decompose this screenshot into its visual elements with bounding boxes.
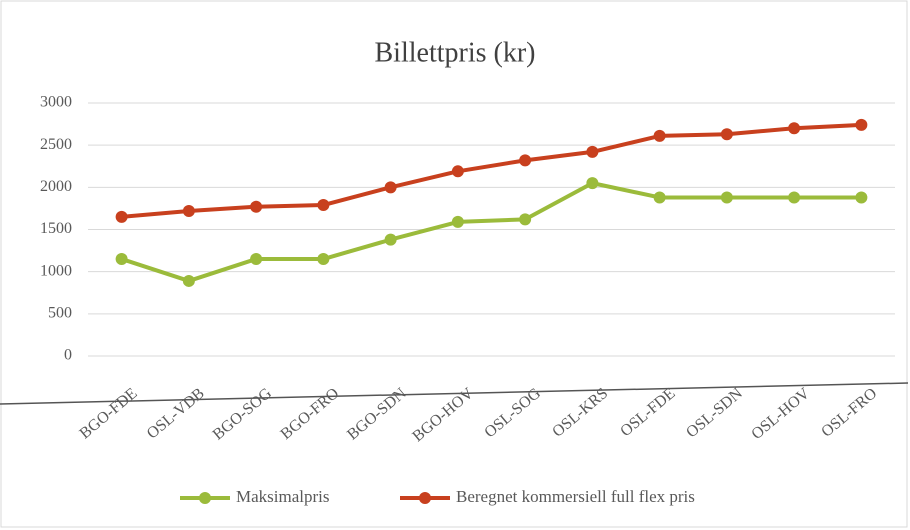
data-point [182, 204, 195, 217]
y-tick-label: 500 [48, 305, 72, 322]
data-point [519, 154, 532, 167]
data-point [855, 118, 868, 131]
data-point [182, 274, 195, 287]
legend-label: Maksimalpris [236, 487, 330, 506]
data-point [451, 165, 464, 178]
data-point [384, 181, 397, 194]
data-point [519, 213, 532, 226]
data-point [855, 191, 868, 204]
data-point [115, 253, 128, 266]
data-point [317, 199, 330, 212]
data-point [451, 215, 464, 228]
data-point [720, 191, 733, 204]
legend-marker [199, 492, 211, 504]
y-tick-label: 1500 [40, 220, 72, 237]
y-tick-label: 3000 [40, 94, 72, 111]
series-line [121, 122, 862, 219]
x-axis [0, 382, 909, 405]
data-point [586, 177, 599, 190]
legend-label: Beregnet kommersiell full flex pris [456, 487, 695, 506]
data-point [384, 233, 397, 246]
y-tick-label: 2500 [40, 136, 72, 153]
data-point [720, 128, 733, 141]
data-point [317, 253, 330, 266]
y-tick-label: 2000 [40, 178, 72, 195]
data-point [788, 122, 801, 135]
data-point [586, 145, 599, 158]
data-point [250, 253, 263, 266]
data-point [115, 210, 128, 223]
legend-marker [419, 492, 431, 504]
y-tick-label: 0 [64, 347, 72, 364]
data-point [250, 200, 263, 213]
data-point [653, 129, 666, 142]
y-tick-label: 1000 [40, 262, 72, 279]
data-point [653, 191, 666, 204]
series-line [121, 181, 862, 283]
data-point [788, 191, 801, 204]
chart-title: Billettpris (kr) [375, 37, 536, 68]
